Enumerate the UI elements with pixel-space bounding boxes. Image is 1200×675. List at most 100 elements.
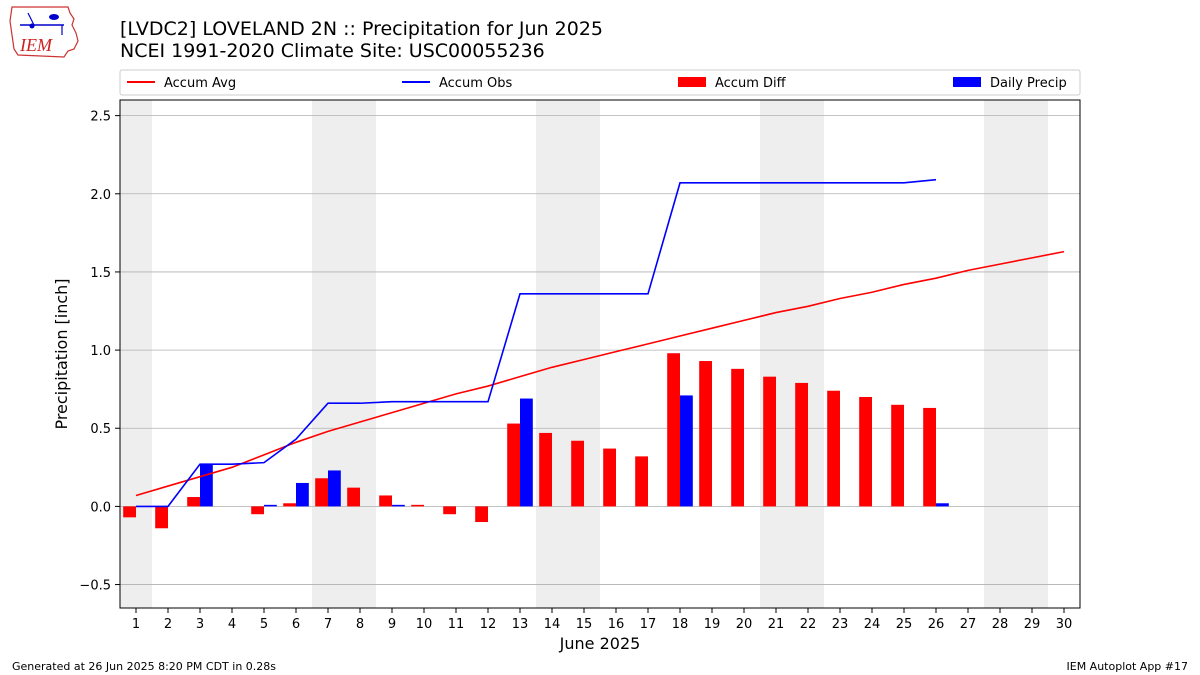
accum-diff-bar <box>667 353 680 507</box>
legend: Accum Avg Accum Obs Accum Diff Daily Precip <box>119 69 1081 96</box>
plot-frame <box>119 99 1081 609</box>
accum-diff-bar <box>347 487 360 507</box>
daily-precip-bar <box>264 504 277 507</box>
weekend-band-2 <box>312 100 376 608</box>
x-tick-label: 26 <box>928 617 945 632</box>
accum-diff-bar <box>283 503 296 507</box>
accum-diff-bar <box>123 506 136 518</box>
daily-precip-bars <box>200 395 949 507</box>
x-tick-label: 1 <box>132 617 140 632</box>
y-axis-label: Precipitation [inch] <box>52 278 71 429</box>
x-tick-label: 6 <box>292 617 300 632</box>
x-tick-label: 11 <box>448 617 465 632</box>
y-tick-label: 2.5 <box>90 110 111 125</box>
accum-diff-bar <box>539 432 552 507</box>
legend-label: Accum Avg <box>164 76 236 91</box>
weekend-band-3 <box>536 100 600 608</box>
weekend-bands <box>120 100 1048 608</box>
legend-label: Daily Precip <box>990 76 1067 91</box>
legend-swatch-bar <box>953 77 981 87</box>
x-tick-label: 3 <box>196 617 204 632</box>
footer-app-text: IEM Autoplot App #17 <box>1066 660 1189 673</box>
accum-diff-bar <box>315 478 328 507</box>
x-tick-label: 2 <box>164 617 172 632</box>
x-tick-label: 14 <box>544 617 561 632</box>
accum-diff-bar <box>187 497 200 507</box>
legend-swatch-bar <box>678 77 706 87</box>
daily-precip-bar <box>296 482 309 507</box>
accum-diff-bar <box>731 368 744 507</box>
accum-diff-bar <box>763 376 776 507</box>
x-tick-label: 22 <box>800 617 817 632</box>
accum-diff-bar <box>699 361 712 507</box>
accum-diff-bar <box>603 448 616 507</box>
weekend-band-1 <box>120 100 152 608</box>
legend-label: Accum Obs <box>439 76 512 91</box>
grid-lines <box>120 115 1080 585</box>
accum-diff-bar <box>251 506 264 515</box>
x-axis-label: June 2025 <box>559 634 641 653</box>
accum-diff-bar <box>443 506 456 515</box>
accum-diff-bar <box>795 382 808 507</box>
y-tick-label: 0.0 <box>90 500 111 515</box>
x-tick-label: 24 <box>864 617 881 632</box>
logo-text: IEM <box>19 35 53 55</box>
accum-diff-bars <box>123 353 936 529</box>
accum-diff-bar <box>923 407 936 507</box>
x-tick-label: 21 <box>768 617 785 632</box>
x-tick-label: 23 <box>832 617 849 632</box>
chart-title-line1: [LVDC2] LOVELAND 2N :: Precipitation for… <box>120 18 604 40</box>
x-tick-label: 18 <box>672 617 689 632</box>
y-axis-ticks: −0.5 0.0 0.5 1.0 1.5 2.0 2.5 <box>79 110 120 594</box>
accum-diff-bar <box>475 506 488 523</box>
x-tick-label: 20 <box>736 617 753 632</box>
footer-generated-text: Generated at 26 Jun 2025 8:20 PM CDT in … <box>12 660 277 673</box>
x-tick-label: 10 <box>416 617 433 632</box>
accum-diff-bar <box>379 495 392 507</box>
x-tick-label: 7 <box>324 617 332 632</box>
chart-title: [LVDC2] LOVELAND 2N :: Precipitation for… <box>120 18 603 62</box>
x-tick-label: 17 <box>640 617 657 632</box>
y-tick-label: 1.0 <box>90 344 111 359</box>
accum-diff-bar <box>571 440 584 507</box>
y-tick-label: −0.5 <box>79 579 111 594</box>
chart-title-line2: NCEI 1991-2020 Climate Site: USC00055236 <box>120 40 545 62</box>
x-tick-label: 27 <box>960 617 977 632</box>
accum-diff-bar <box>891 404 904 507</box>
x-tick-label: 8 <box>356 617 364 632</box>
iem-logo-icon: IEM <box>9 6 79 58</box>
legend-label: Accum Diff <box>715 76 787 91</box>
x-tick-label: 16 <box>608 617 625 632</box>
weekend-band-5 <box>984 100 1048 608</box>
accum-diff-bar <box>411 504 424 507</box>
x-tick-label: 25 <box>896 617 913 632</box>
weekend-band-4 <box>760 100 824 608</box>
daily-precip-bar <box>392 504 405 507</box>
daily-precip-bar <box>328 470 341 507</box>
x-tick-label: 9 <box>388 617 396 632</box>
accum-diff-bar <box>859 396 872 507</box>
x-tick-label: 28 <box>992 617 1009 632</box>
accum-obs-line <box>136 178 937 508</box>
x-tick-label: 15 <box>576 617 593 632</box>
x-tick-label: 4 <box>228 617 236 632</box>
y-tick-label: 0.5 <box>90 422 111 437</box>
accum-avg-line <box>135 250 1065 497</box>
accum-diff-bar <box>635 456 648 507</box>
x-tick-label: 30 <box>1056 617 1073 632</box>
accum-diff-bar <box>155 506 168 529</box>
y-tick-label: 2.0 <box>90 188 111 203</box>
daily-precip-bar <box>520 398 533 507</box>
x-axis-ticks: 1 2 3 4 5 6 7 8 9 10 11 12 13 14 15 16 17 18 19 20 21 22 23 24 2… <box>132 608 1072 632</box>
daily-precip-bar <box>200 464 213 507</box>
daily-precip-bar <box>936 503 949 507</box>
x-tick-label: 13 <box>512 617 529 632</box>
daily-precip-bar <box>680 395 693 507</box>
y-tick-label: 1.5 <box>90 266 111 281</box>
x-tick-label: 12 <box>480 617 497 632</box>
accum-diff-bar <box>827 390 840 507</box>
x-tick-label: 5 <box>260 617 268 632</box>
x-tick-label: 19 <box>704 617 721 632</box>
x-tick-label: 29 <box>1024 617 1041 632</box>
